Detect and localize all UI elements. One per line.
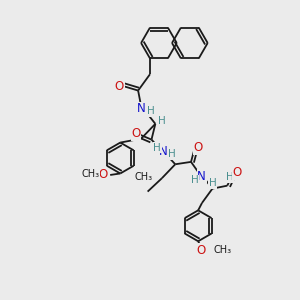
Text: CH₃: CH₃	[135, 172, 153, 182]
Text: O: O	[194, 141, 203, 154]
Text: H: H	[208, 178, 216, 188]
Text: H: H	[226, 172, 233, 182]
Text: H: H	[167, 149, 175, 160]
Text: CH₃: CH₃	[214, 245, 232, 255]
Text: N: N	[197, 170, 206, 183]
Text: O: O	[232, 166, 242, 179]
Text: H: H	[191, 175, 199, 185]
Text: N: N	[137, 103, 146, 116]
Text: O: O	[115, 80, 124, 93]
Text: O: O	[196, 244, 206, 257]
Text: H: H	[158, 116, 166, 126]
Text: O: O	[99, 169, 108, 182]
Text: H: H	[147, 106, 154, 116]
Text: O: O	[131, 128, 140, 140]
Text: N: N	[159, 145, 167, 158]
Text: H: H	[153, 143, 161, 153]
Text: CH₃: CH₃	[82, 169, 100, 179]
